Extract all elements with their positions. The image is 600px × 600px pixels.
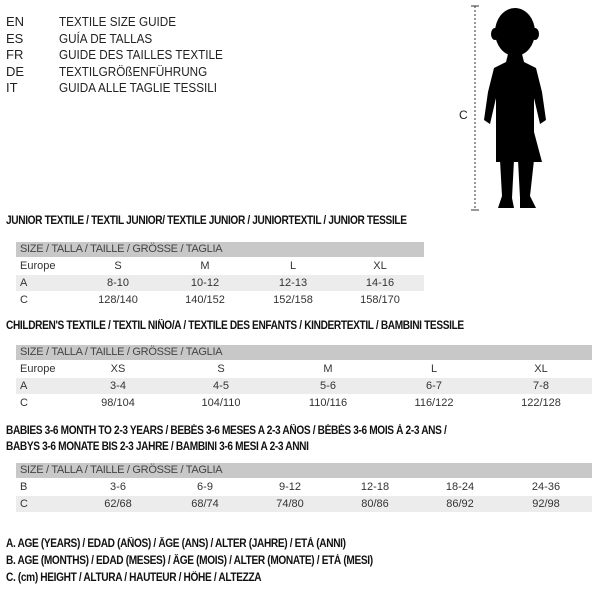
table-cell: 98/104 (101, 397, 135, 409)
table-cell: 80/86 (361, 498, 389, 510)
language-title: TEXTILGRÖßENFÜHRUNG (59, 63, 208, 79)
table-header: SIZE / TALLA / TAILLE / GRÖSSE / TAGLIA (16, 463, 592, 478)
row-label: Europe (20, 260, 56, 272)
table-cell: 68/74 (191, 498, 219, 510)
row-label: A (20, 380, 28, 392)
language-title: TEXTILE SIZE GUIDE (59, 14, 177, 29)
table-row: A 8-10 10-12 12-13 14-16 (16, 275, 424, 291)
table-cell: 6-7 (426, 380, 442, 392)
row-label: Europe (20, 363, 56, 375)
table-header: SIZE / TALLA / TAILLE / GRÖSSE / TAGLIA (16, 345, 592, 360)
language-code: DE (6, 63, 25, 79)
table-cell: 92/98 (532, 498, 560, 510)
table-cell: 104/110 (201, 397, 241, 409)
table-cell: 8-10 (106, 277, 130, 289)
child-silhouette-icon (471, 5, 546, 211)
legend-item: C. (cm) HEIGHT / ALTURA / HAUTEUR / HÖHE… (6, 572, 262, 584)
language-title: GUÍA DE TALLAS (59, 30, 153, 46)
table-cell: M (323, 363, 333, 375)
table-cell: 152/158 (273, 294, 313, 306)
table-row: Europe XS S M L XL (16, 361, 592, 377)
section-title: CHILDREN'S TEXTILE / TEXTIL NIÑO/A / TEX… (6, 320, 464, 332)
table-header: SIZE / TALLA / TAILLE / GRÖSSE / TAGLIA (16, 242, 424, 257)
table-cell: 24-36 (531, 481, 561, 493)
table-cell: 12-18 (360, 481, 390, 493)
table-cell: 3-6 (110, 481, 126, 493)
table-cell: 3-4 (110, 380, 126, 392)
legend-item: A. AGE (YEARS) / EDAD (AÑOS) / ÂGE (ANS)… (6, 538, 346, 550)
table-cell: XL (534, 363, 548, 375)
height-measure-label: C (459, 108, 468, 122)
row-label: A (20, 277, 28, 289)
table-cell: 5-6 (320, 380, 336, 392)
table-cell: 128/140 (98, 294, 138, 306)
table-row: C 98/104 104/110 110/116 116/122 122/128 (16, 395, 592, 411)
table-cell: 74/80 (276, 498, 304, 510)
table-cell: 14-16 (365, 277, 395, 289)
table-cell: 86/92 (446, 498, 474, 510)
table-row: Europe S M L XL (16, 258, 424, 274)
table-row: A 3-4 4-5 5-6 6-7 7-8 (16, 378, 592, 394)
row-label: C (20, 498, 28, 510)
table-cell: 4-5 (213, 380, 229, 392)
table-row: B 3-6 6-9 9-12 12-18 18-24 24-36 (16, 479, 592, 495)
table-cell: 10-12 (190, 277, 220, 289)
table-cell: 122/128 (521, 397, 561, 409)
table-cell: L (430, 363, 438, 375)
table-cell: S (217, 363, 225, 375)
table-cell: 9-12 (278, 481, 302, 493)
table-cell: S (114, 260, 122, 272)
table-cell: 116/122 (414, 397, 454, 409)
table-row: C 128/140 140/152 152/158 158/170 (16, 292, 424, 308)
table-cell: 110/116 (308, 397, 348, 409)
table-cell: 18-24 (445, 481, 475, 493)
table-cell: M (200, 260, 210, 272)
row-label: C (20, 294, 28, 306)
table-cell: 7-8 (533, 380, 549, 392)
section-title: BABYS 3-6 MONATE BIS 2-3 JAHRE / BAMBINI… (6, 441, 309, 453)
table-cell: 12-13 (278, 277, 308, 289)
table-cell: 140/152 (185, 294, 225, 306)
table-cell: L (289, 260, 297, 272)
table-cell: 62/68 (104, 498, 132, 510)
table-cell: 6-9 (197, 481, 213, 493)
row-label: C (20, 397, 28, 409)
section-title: BABIES 3-6 MONTH TO 2-3 YEARS / BEBÉS 3-… (6, 425, 447, 437)
table-row: C 62/68 68/74 74/80 80/86 86/92 92/98 (16, 496, 592, 512)
row-label: B (20, 481, 28, 493)
legend-item: B. AGE (MONTHS) / EDAD (MESES) / ÂGE (MO… (6, 555, 373, 567)
language-code: FR (6, 47, 24, 62)
language-code: IT (6, 80, 18, 95)
language-code: EN (6, 14, 25, 29)
table-cell: XL (373, 260, 387, 272)
language-title: GUIDA ALLE TAGLIE TESSILI (59, 80, 218, 95)
language-code: ES (6, 30, 24, 46)
section-title: JUNIOR TEXTILE / TEXTIL JUNIOR/ TEXTILE … (6, 215, 407, 227)
table-cell: XS (110, 363, 126, 375)
language-title: GUIDE DES TAILLES TEXTILE (59, 47, 223, 62)
table-cell: 158/170 (360, 294, 400, 306)
